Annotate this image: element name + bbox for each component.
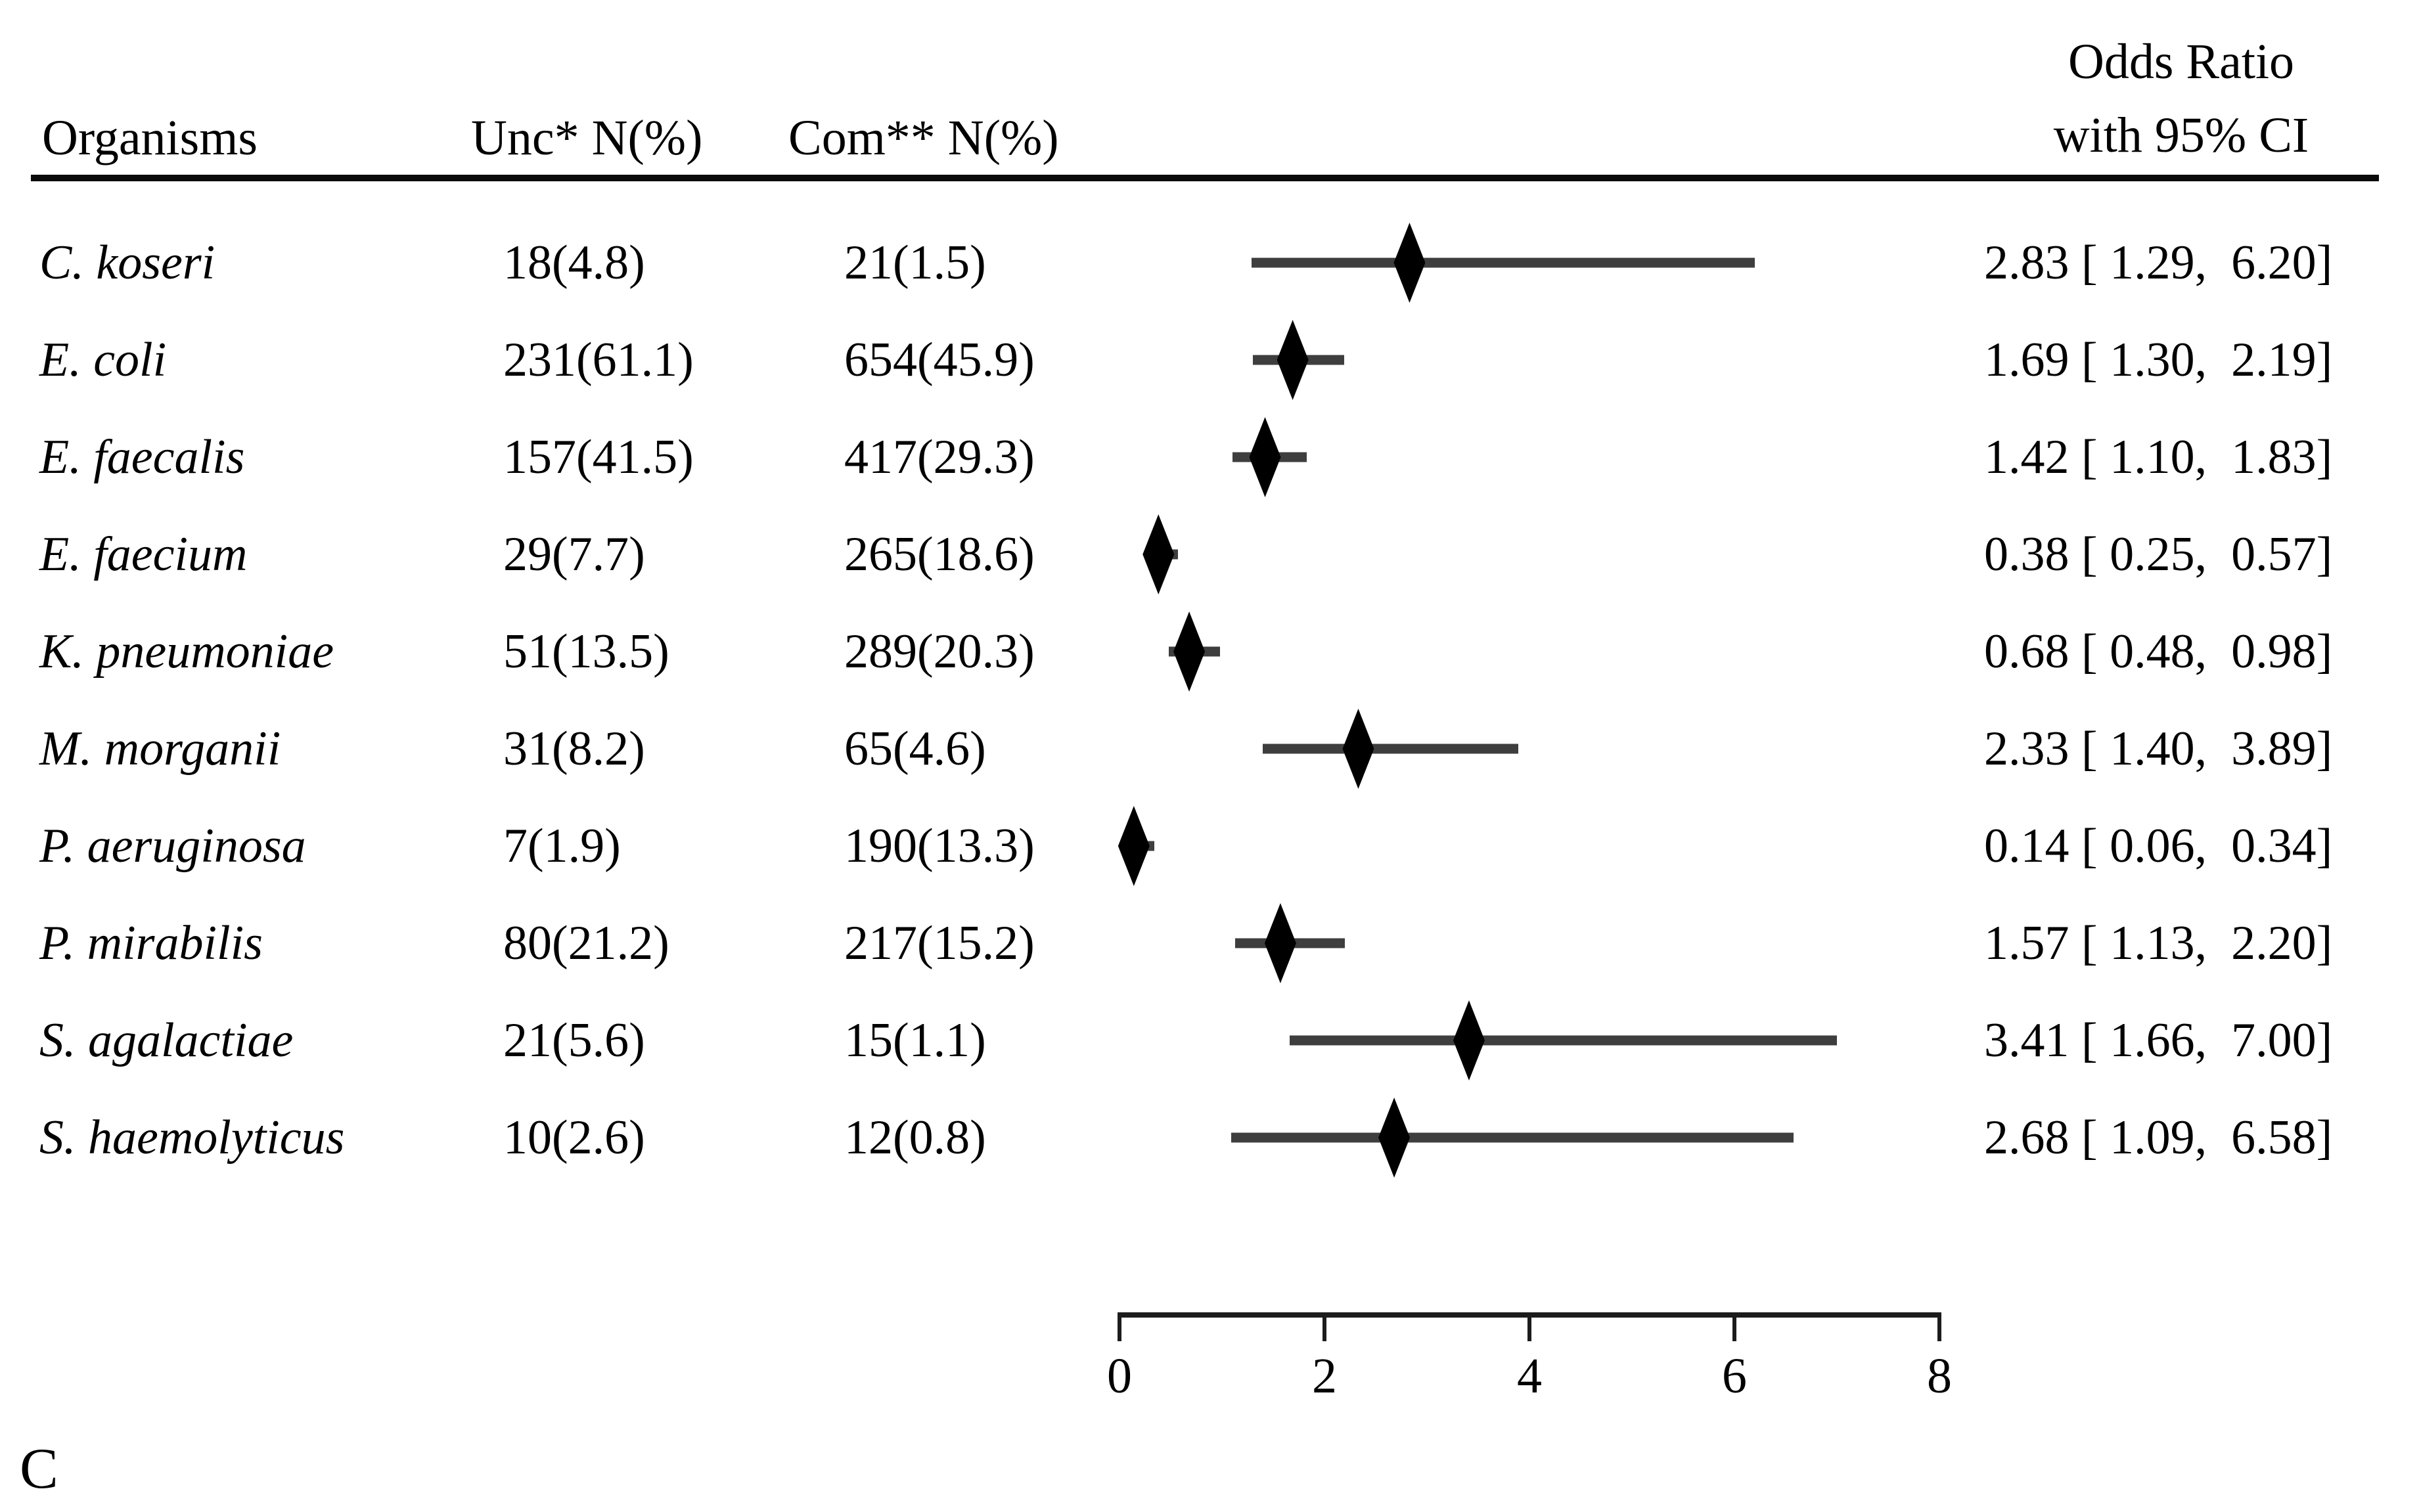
tick-mark [1118,1312,1121,1341]
unc-count: 7(1.9) [503,818,621,873]
odds-ratio-value: 3.41 [ 1.66, 7.00] [1984,1013,2333,1067]
or-diamond-marker [1142,514,1175,594]
tick-label: 8 [1927,1348,1952,1404]
table-row: C. koseri 18(4.8) 21(1.5) 2.83 [ 1.29, 6… [0,214,2419,311]
table-row: E. faecium 29(7.7) 265(18.6) 0.38 [ 0.25… [0,506,2419,603]
column-header-com: Com** N(%) [788,110,1059,166]
forest-marker [0,603,2419,700]
table-row: S. agalactiae 21(5.6) 15(1.1) 3.41 [ 1.6… [0,992,2419,1089]
com-count: 217(15.2) [844,916,1035,970]
odds-ratio-value: 2.83 [ 1.29, 6.20] [1984,235,2333,290]
unc-count: 18(4.8) [503,235,645,290]
tick-label: 6 [1722,1348,1747,1404]
organism-name: S. haemolyticus [39,1110,345,1165]
odds-ratio-value: 0.38 [ 0.25, 0.57] [1984,527,2333,581]
table-row: E. coli 231(61.1) 654(45.9) 1.69 [ 1.30,… [0,311,2419,409]
unc-count: 231(61.1) [503,332,694,387]
or-diamond-marker [1118,806,1150,886]
odds-ratio-value: 0.14 [ 0.06, 0.34] [1984,818,2333,873]
ci-line [1263,744,1518,754]
unc-count: 10(2.6) [503,1110,645,1165]
unc-count: 29(7.7) [503,527,645,581]
unc-count: 80(21.2) [503,916,669,970]
tick-mark [1937,1312,1941,1341]
tick-label: 2 [1312,1348,1337,1404]
or-diamond-marker [1393,223,1426,303]
com-count: 654(45.9) [844,332,1035,387]
ci-line [1231,1132,1794,1143]
odds-ratio-value: 1.69 [ 1.30, 2.19] [1984,332,2333,387]
unc-count: 31(8.2) [503,721,645,776]
or-diamond-marker [1453,1000,1485,1080]
forest-marker [0,214,2419,311]
odds-ratio-value: 1.57 [ 1.13, 2.20] [1984,916,2333,970]
forest-marker [0,797,2419,895]
or-diamond-marker [1173,611,1206,692]
tick-label: 0 [1107,1348,1132,1404]
header-divider-rule [31,175,2379,181]
forest-marker [0,409,2419,506]
organism-name: P. mirabilis [39,916,263,970]
organism-name: K. pneumoniae [39,624,334,678]
column-header-unc: Unc* N(%) [471,110,703,166]
com-count: 190(13.3) [844,818,1035,873]
tick-mark [1732,1312,1736,1341]
com-count: 15(1.1) [844,1013,986,1067]
table-row: K. pneumoniae 51(13.5) 289(20.3) 0.68 [ … [0,603,2419,700]
com-count: 12(0.8) [844,1110,986,1165]
tick-mark [1527,1312,1531,1341]
ci-line [1289,1035,1837,1046]
forest-marker [0,1089,2419,1186]
com-count: 289(20.3) [844,624,1035,678]
odds-ratio-value: 0.68 [ 0.48, 0.98] [1984,624,2333,678]
organism-name: E. faecium [39,527,248,581]
odds-ratio-value: 1.42 [ 1.10, 1.83] [1984,430,2333,484]
organism-name: M. morganii [39,721,281,776]
column-header-odds-ratio: Odds Ratio with 95% CI [1997,25,2365,172]
com-count: 417(29.3) [844,430,1035,484]
tick-mark [1323,1312,1326,1341]
or-diamond-marker [1342,709,1374,789]
table-row: S. haemolyticus 10(2.6) 12(0.8) 2.68 [ 1… [0,1089,2419,1186]
table-row: M. morganii 31(8.2) 65(4.6) 2.33 [ 1.40,… [0,700,2419,797]
table-row: P. aeruginosa 7(1.9) 190(13.3) 0.14 [ 0.… [0,797,2419,895]
or-diamond-marker [1264,903,1296,983]
organism-name: P. aeruginosa [39,818,306,873]
forest-marker [0,895,2419,992]
organism-name: E. coli [39,332,167,387]
odds-ratio-value: 2.68 [ 1.09, 6.58] [1984,1110,2333,1165]
organism-name: C. koseri [39,235,215,290]
com-count: 65(4.6) [844,721,986,776]
table-row: P. mirabilis 80(21.2) 217(15.2) 1.57 [ 1… [0,895,2419,992]
or-diamond-marker [1249,417,1281,497]
column-header-organisms: Organisms [42,110,258,166]
odds-ratio-value: 2.33 [ 1.40, 3.89] [1984,721,2333,776]
unc-count: 157(41.5) [503,430,694,484]
unc-count: 51(13.5) [503,624,669,678]
organism-name: E. faecalis [39,430,245,484]
unc-count: 21(5.6) [503,1013,645,1067]
forest-marker [0,992,2419,1089]
forest-marker [0,311,2419,409]
com-count: 21(1.5) [844,235,986,290]
odds-ratio-header-line1: Odds Ratio [2068,34,2295,89]
tick-label: 4 [1517,1348,1542,1404]
com-count: 265(18.6) [844,527,1035,581]
forest-marker [0,700,2419,797]
or-diamond-marker [1277,320,1309,400]
or-diamond-marker [1378,1098,1411,1178]
panel-label: C [20,1437,58,1501]
forest-marker [0,506,2419,603]
odds-ratio-header-line2: with 95% CI [2053,108,2309,163]
table-row: E. faecalis 157(41.5) 417(29.3) 1.42 [ 1… [0,409,2419,506]
organism-name: S. agalactiae [39,1013,294,1067]
ci-line [1252,257,1755,268]
